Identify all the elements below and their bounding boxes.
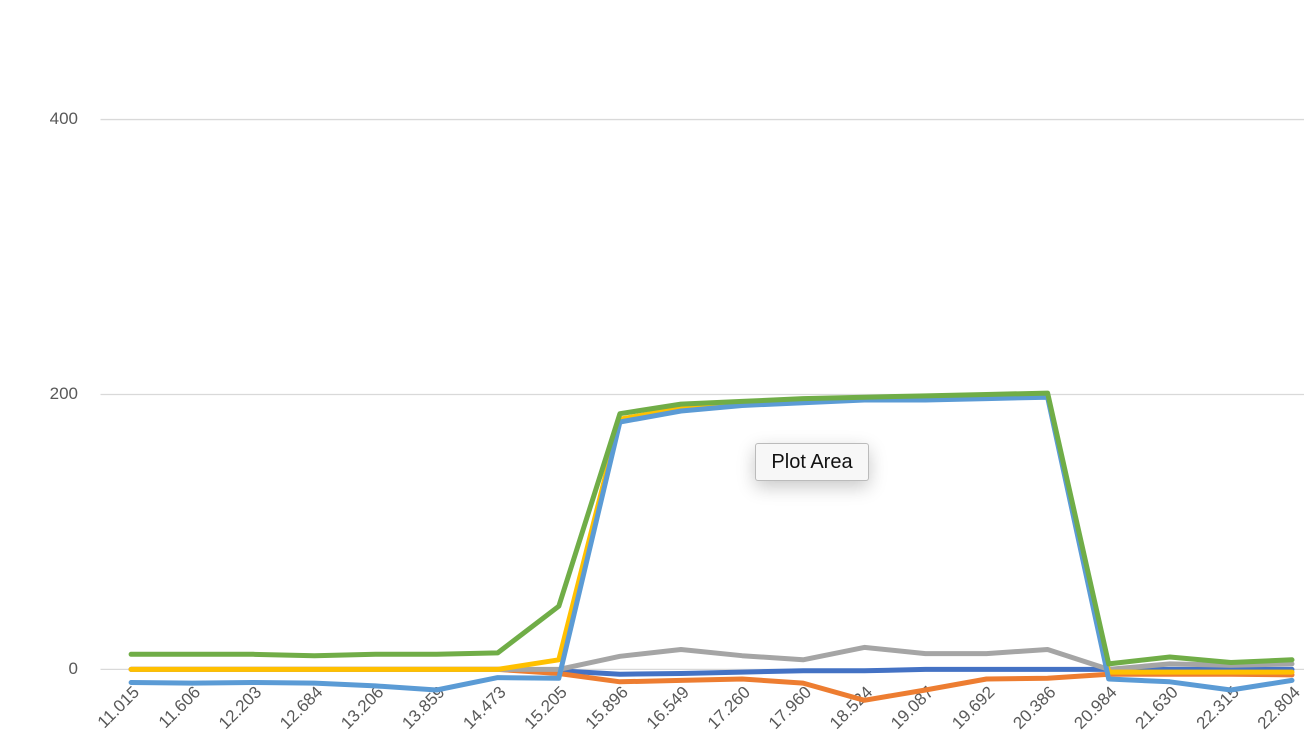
x-tick-label: 22.804 bbox=[1254, 683, 1304, 733]
x-tick-label: 12.203 bbox=[215, 683, 265, 733]
x-tick-label: 15.205 bbox=[521, 683, 571, 733]
x-tick-label: 20.386 bbox=[1009, 683, 1059, 733]
x-tick-label: 19.692 bbox=[948, 683, 998, 733]
line-series bbox=[128, 394, 1295, 693]
x-tick-label: 12.684 bbox=[276, 683, 326, 733]
x-tick-label: 17.960 bbox=[765, 683, 815, 733]
tooltip: Plot Area bbox=[755, 443, 869, 481]
x-tick-label: 17.260 bbox=[704, 683, 754, 733]
x-tick-label: 14.473 bbox=[459, 683, 509, 733]
x-tick-label: 11.015 bbox=[94, 683, 143, 732]
y-tick-label: 400 bbox=[50, 109, 78, 128]
line-series bbox=[128, 644, 1295, 672]
x-tick-label: 16.549 bbox=[643, 683, 693, 733]
x-tick-label: 15.896 bbox=[582, 683, 632, 733]
x-tick-label: 21.630 bbox=[1132, 683, 1182, 733]
x-tick-label: 20.984 bbox=[1070, 683, 1120, 733]
x-tick-label: 11.606 bbox=[155, 683, 204, 732]
y-tick-label: 200 bbox=[50, 384, 78, 403]
y-tick-label: 0 bbox=[69, 659, 78, 678]
line-series bbox=[128, 393, 1295, 675]
x-tick-label: 13.206 bbox=[337, 683, 387, 733]
line-series bbox=[128, 390, 1295, 667]
